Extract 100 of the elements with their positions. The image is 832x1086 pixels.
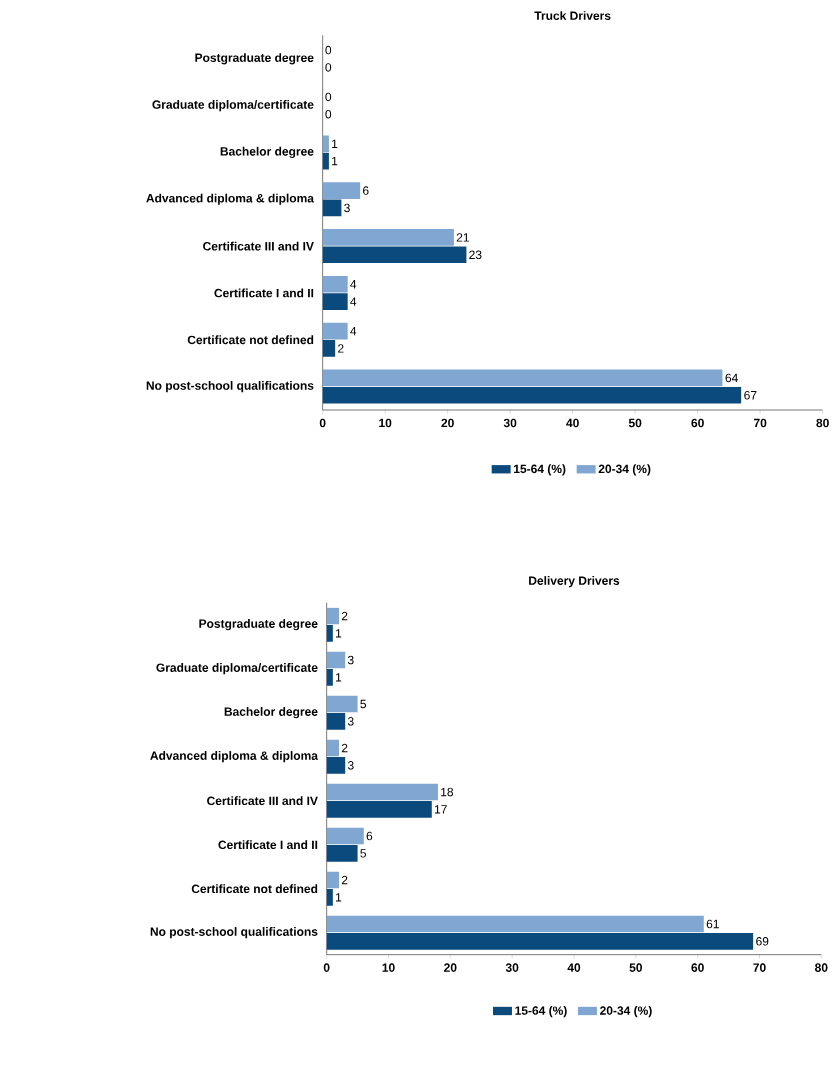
legend-label: 15-64 (%) bbox=[514, 464, 566, 476]
x-tick-label: 10 bbox=[382, 963, 395, 972]
data-label: 0 bbox=[325, 63, 332, 72]
x-tick-label: 40 bbox=[566, 418, 579, 428]
data-label: 3 bbox=[347, 717, 354, 726]
bar bbox=[326, 915, 704, 933]
bar bbox=[322, 293, 348, 310]
data-label: 18 bbox=[441, 787, 454, 797]
bar bbox=[326, 871, 340, 889]
bar bbox=[326, 827, 364, 845]
chart-title: Truck Drivers bbox=[534, 11, 611, 20]
x-tick-label: 70 bbox=[754, 418, 767, 428]
x-tick-label: 40 bbox=[567, 963, 581, 972]
y-tick-label: No post-school qualifications bbox=[150, 927, 318, 939]
legend-label: 15-64 (%) bbox=[515, 1006, 567, 1018]
bar bbox=[322, 340, 336, 357]
bar bbox=[322, 369, 723, 387]
bar bbox=[326, 713, 346, 730]
data-label: 1 bbox=[336, 673, 342, 682]
data-label: 21 bbox=[456, 233, 469, 242]
x-tick-label: 0 bbox=[319, 418, 326, 428]
y-tick-label: Certificate I and II bbox=[214, 288, 314, 298]
x-tick-label: 80 bbox=[816, 418, 829, 428]
data-label: 17 bbox=[434, 805, 447, 814]
x-tick-label: 0 bbox=[323, 963, 330, 972]
bar bbox=[326, 607, 340, 625]
y-tick-label: Advanced diploma & diploma bbox=[150, 751, 319, 763]
bar bbox=[326, 845, 358, 862]
data-label: 1 bbox=[332, 139, 338, 148]
x-tick-label: 50 bbox=[628, 418, 642, 428]
data-label: 5 bbox=[360, 849, 367, 858]
data-label: 6 bbox=[366, 831, 373, 841]
bar bbox=[326, 669, 333, 686]
x-tick-label: 70 bbox=[753, 963, 766, 972]
y-tick-label: Advanced diploma & diploma bbox=[146, 193, 315, 205]
y-tick-label: Bachelor degree bbox=[220, 146, 314, 159]
data-label: 1 bbox=[336, 629, 342, 638]
data-label: 3 bbox=[344, 203, 350, 213]
bar bbox=[326, 739, 340, 757]
x-tick-label: 30 bbox=[503, 418, 517, 428]
x-tick-label: 10 bbox=[379, 418, 392, 428]
data-label: 4 bbox=[350, 326, 357, 336]
data-label: 61 bbox=[706, 919, 719, 929]
x-tick-label: 20 bbox=[441, 418, 454, 428]
data-label: 1 bbox=[332, 156, 338, 166]
bar bbox=[326, 651, 346, 669]
x-tick-label: 20 bbox=[444, 963, 457, 972]
data-label: 0 bbox=[325, 45, 332, 55]
bar bbox=[322, 182, 361, 199]
data-label: 2 bbox=[341, 743, 348, 753]
bar bbox=[322, 199, 342, 217]
x-tick-label: 80 bbox=[815, 963, 828, 972]
data-label: 5 bbox=[360, 699, 367, 709]
legend-label: 20-34 (%) bbox=[598, 464, 651, 476]
bar bbox=[322, 386, 742, 404]
x-tick-label: 50 bbox=[629, 963, 643, 972]
data-label: 4 bbox=[350, 280, 357, 289]
data-label: 64 bbox=[725, 373, 738, 383]
bar bbox=[326, 933, 754, 950]
bar bbox=[326, 783, 438, 801]
data-label: 2 bbox=[341, 611, 348, 621]
y-tick-label: Certificate III and IV bbox=[203, 241, 314, 251]
bar bbox=[322, 152, 329, 170]
bar bbox=[322, 246, 467, 264]
bar bbox=[322, 275, 348, 293]
x-tick-label: 60 bbox=[691, 963, 704, 972]
bar bbox=[326, 695, 358, 713]
y-tick-label: Certificate III and IV bbox=[207, 796, 318, 806]
data-label: 2 bbox=[341, 875, 348, 885]
bar bbox=[326, 757, 346, 774]
data-label: 4 bbox=[350, 297, 357, 306]
y-tick-label: Certificate not defined bbox=[187, 335, 314, 345]
y-tick-label: Bachelor degree bbox=[224, 707, 318, 719]
data-label: 0 bbox=[325, 110, 332, 119]
y-tick-label: Graduate diploma/certificate bbox=[152, 100, 314, 112]
data-label: 2 bbox=[338, 344, 344, 353]
x-tick-label: 30 bbox=[505, 963, 519, 972]
data-label: 23 bbox=[469, 250, 482, 260]
legend-label: 20-34 (%) bbox=[600, 1006, 652, 1018]
bar bbox=[322, 229, 454, 246]
y-tick-label: Certificate not defined bbox=[191, 884, 318, 894]
y-tick-label: No post-school qualifications bbox=[146, 380, 314, 393]
y-tick-label: Postgraduate degree bbox=[195, 53, 314, 65]
data-label: 3 bbox=[347, 761, 354, 770]
data-label: 3 bbox=[347, 655, 354, 665]
data-label: 6 bbox=[363, 186, 369, 195]
y-tick-label: Postgraduate degree bbox=[199, 619, 318, 631]
data-label: 1 bbox=[336, 893, 342, 902]
x-tick-label: 60 bbox=[691, 418, 704, 428]
data-label: 69 bbox=[756, 937, 769, 946]
y-tick-label: Certificate I and II bbox=[218, 840, 318, 850]
data-label: 0 bbox=[325, 92, 332, 102]
bar bbox=[322, 135, 329, 153]
bar bbox=[326, 801, 432, 818]
bar bbox=[326, 889, 333, 906]
bar bbox=[326, 625, 333, 642]
chart-title: Delivery Drivers bbox=[529, 576, 620, 588]
data-label: 67 bbox=[744, 391, 757, 400]
bar bbox=[322, 322, 348, 340]
y-tick-label: Graduate diploma/certificate bbox=[156, 663, 318, 675]
